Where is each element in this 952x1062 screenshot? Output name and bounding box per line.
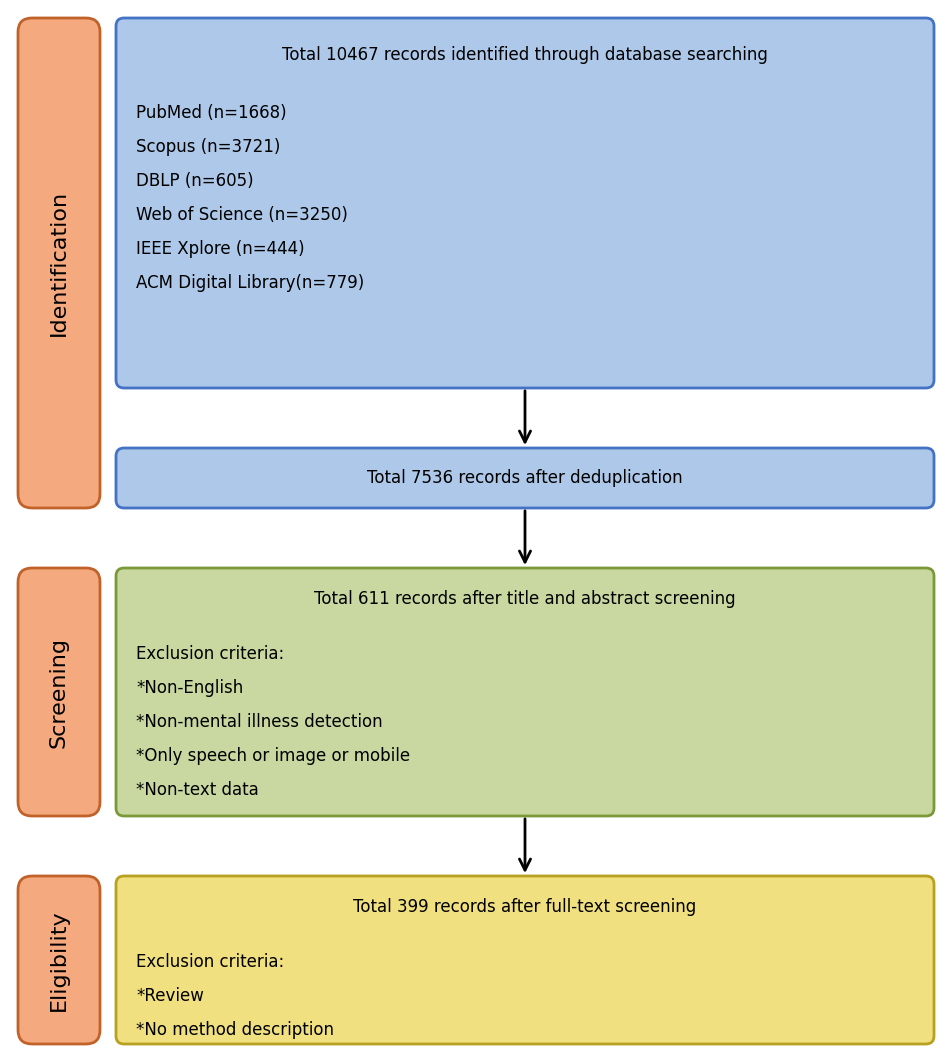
Text: Exclusion criteria:: Exclusion criteria: bbox=[136, 645, 285, 663]
Text: Total 10467 records identified through database searching: Total 10467 records identified through d… bbox=[282, 46, 768, 64]
Text: Screening: Screening bbox=[49, 636, 69, 748]
FancyBboxPatch shape bbox=[18, 18, 100, 508]
Text: PubMed (n=1668): PubMed (n=1668) bbox=[136, 104, 287, 122]
Text: Exclusion criteria:: Exclusion criteria: bbox=[136, 953, 285, 971]
Text: Scopus (n=3721): Scopus (n=3721) bbox=[136, 138, 281, 156]
FancyBboxPatch shape bbox=[18, 568, 100, 816]
Text: *Non-mental illness detection: *Non-mental illness detection bbox=[136, 713, 383, 731]
Text: Identification: Identification bbox=[49, 190, 69, 336]
FancyBboxPatch shape bbox=[116, 568, 934, 816]
Text: Total 611 records after title and abstract screening: Total 611 records after title and abstra… bbox=[314, 590, 736, 609]
Text: Total 399 records after full-text screening: Total 399 records after full-text screen… bbox=[353, 898, 697, 917]
Text: *No method description: *No method description bbox=[136, 1021, 334, 1039]
Text: *Only speech or image or mobile: *Only speech or image or mobile bbox=[136, 747, 410, 765]
Text: Total 7536 records after deduplication: Total 7536 records after deduplication bbox=[367, 469, 683, 487]
FancyBboxPatch shape bbox=[116, 448, 934, 508]
FancyBboxPatch shape bbox=[18, 876, 100, 1044]
FancyBboxPatch shape bbox=[116, 876, 934, 1044]
FancyBboxPatch shape bbox=[116, 18, 934, 388]
Text: ACM Digital Library(n=779): ACM Digital Library(n=779) bbox=[136, 274, 365, 292]
Text: Eligibility: Eligibility bbox=[49, 909, 69, 1011]
Text: IEEE Xplore (n=444): IEEE Xplore (n=444) bbox=[136, 240, 305, 258]
Text: DBLP (n=605): DBLP (n=605) bbox=[136, 172, 253, 190]
Text: Web of Science (n=3250): Web of Science (n=3250) bbox=[136, 206, 347, 224]
Text: *Non-English: *Non-English bbox=[136, 679, 244, 697]
Text: *Non-text data: *Non-text data bbox=[136, 781, 259, 799]
Text: *Review: *Review bbox=[136, 987, 204, 1005]
